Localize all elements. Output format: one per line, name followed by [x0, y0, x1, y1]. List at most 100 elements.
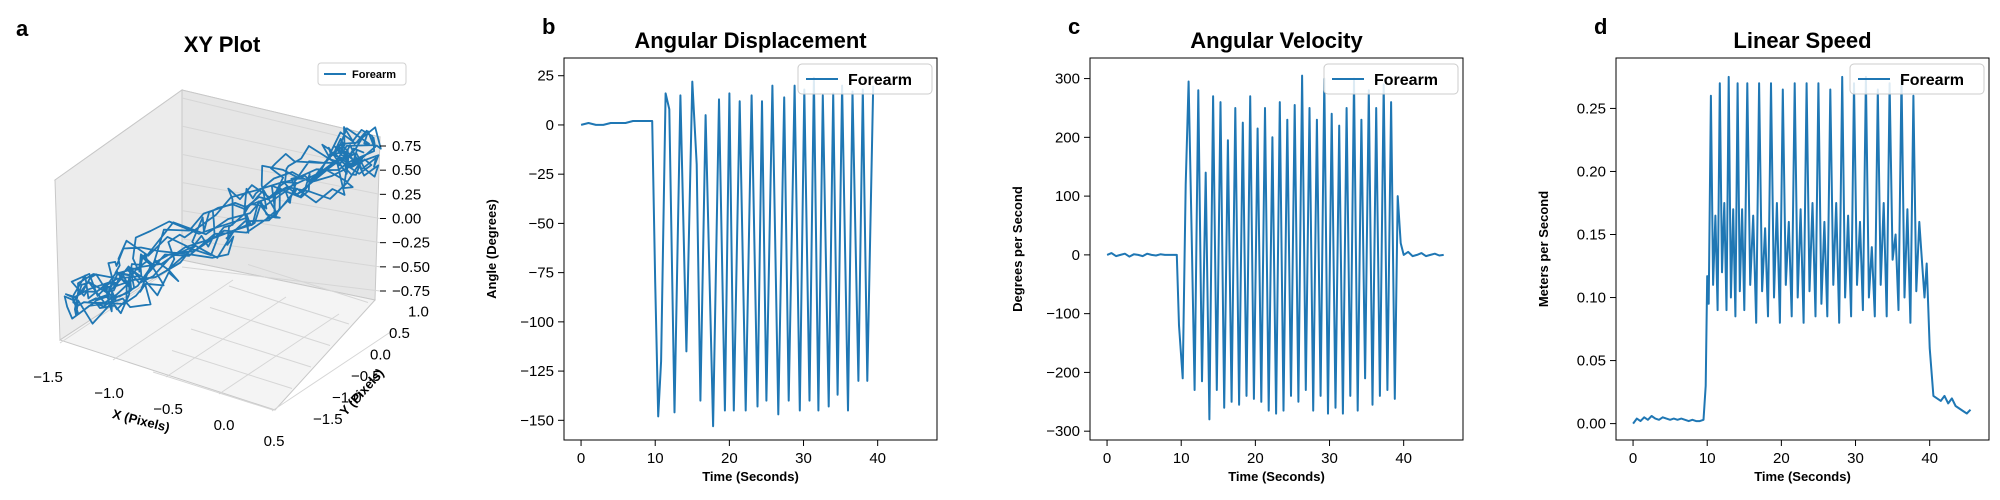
- x-tick-label: 0: [577, 450, 585, 467]
- y-tick-label: 0.10: [1577, 290, 1606, 307]
- legend-label-a: Forearm: [352, 69, 396, 81]
- y-tick-label: −75: [529, 265, 554, 282]
- z-tick-label: 0.00: [392, 211, 421, 228]
- x-tick-label: 0: [1629, 450, 1637, 467]
- plot-frame-c: [1089, 57, 1464, 441]
- y-tick-label: 0.20: [1577, 163, 1606, 180]
- x-tick-label: 10: [1699, 450, 1716, 467]
- xy-plot-3d-panel: XY Plot 0.75 0.50 0.25 0.00 −0.25 −0.50 −0.75 −…: [33, 32, 430, 450]
- y-tick-label: −125: [520, 363, 554, 380]
- x-tick-label: 0: [1103, 450, 1111, 467]
- y-tick-label: 0.00: [1577, 416, 1606, 433]
- z-tick-label: 0.25: [392, 186, 421, 203]
- y-tick-label-3d: 0.0: [370, 347, 391, 364]
- grid-line-z: [181, 266, 381, 292]
- z-tick-label: −0.75: [392, 283, 430, 300]
- series-line-forearm-c: [1106, 74, 1444, 421]
- y-tick-label-3d: 1.0: [408, 304, 429, 321]
- angular-velocity-panel: Angular Velocity 0 10 20 30 40 300 200 100 0 −100 −…: [1010, 28, 1464, 484]
- panel-letter-a: a: [16, 16, 29, 41]
- x-tick-label: 20: [721, 450, 738, 467]
- y-tick-label: 25: [537, 68, 554, 85]
- y-tick-label-3d: −1.0: [332, 390, 362, 407]
- x-tick-label: 40: [1395, 450, 1412, 467]
- plot-frame-b: [563, 57, 938, 441]
- grid-line-z: [181, 182, 381, 219]
- y-tick-label: −150: [520, 412, 554, 429]
- legend-label-c: Forearm: [1374, 72, 1438, 89]
- legend-box-c: [1323, 63, 1459, 95]
- legend-label-b: Forearm: [848, 72, 912, 89]
- x-tick-label: 30: [1321, 450, 1338, 467]
- chart-title-d: Linear Speed: [1733, 28, 1871, 53]
- x-tick-label: 40: [1921, 450, 1938, 467]
- y-tick-label: 0: [546, 117, 554, 134]
- legend-label-d: Forearm: [1900, 72, 1964, 89]
- grid-line-x: [165, 296, 287, 378]
- x-axis-label-b: Time (Seconds): [702, 469, 799, 484]
- x-tick-label: 20: [1773, 450, 1790, 467]
- y-tick-label-3d: −0.5: [351, 368, 381, 385]
- series-line-forearm-d: [1632, 75, 1972, 425]
- z-tick-label: 0.50: [392, 162, 421, 179]
- x-tick-label: 10: [647, 450, 664, 467]
- y-tick-label: 0.15: [1577, 227, 1606, 244]
- chart-title-c: Angular Velocity: [1190, 28, 1363, 53]
- legend-box-a: [317, 62, 407, 86]
- legend-box-b: [797, 63, 933, 95]
- z-tick-label: −0.50: [392, 259, 430, 276]
- y-tick-label: 0.25: [1577, 100, 1606, 117]
- series-line-forearm-b: [580, 76, 875, 428]
- grid-line-y: [171, 350, 293, 389]
- grid-line-x: [218, 313, 340, 395]
- z-tick-label: −0.25: [392, 235, 430, 252]
- y-tick-label: 0.05: [1577, 353, 1606, 370]
- ticks-3d: 0.75 0.50 0.25 0.00 −0.25 −0.50 −0.75 −1.5 −1.0 −…: [33, 138, 430, 450]
- x-tick-label-3d: −0.5: [153, 401, 183, 418]
- x-tick-label-3d: −1.5: [33, 369, 63, 386]
- x-tick-label: 40: [869, 450, 886, 467]
- grid-line-y: [152, 371, 274, 411]
- trajectory-3d: [63, 126, 382, 325]
- x-tick-label: 30: [1847, 450, 1864, 467]
- grid-line-y: [190, 328, 312, 368]
- grid-line-y: [247, 264, 369, 303]
- y-tick-label: 200: [1055, 129, 1080, 146]
- angular-displacement-panel: Angular Displacement 0 10 20 30 40 25 0 −25 −50 −7…: [484, 28, 938, 484]
- grid-line-y: [209, 307, 331, 346]
- x-tick-label: 20: [1247, 450, 1264, 467]
- y-axis-label-b: Angle (Degrees): [484, 199, 499, 299]
- panel-letter-c: c: [1068, 14, 1080, 39]
- y-tick-label-3d: 0.5: [389, 325, 410, 342]
- chart-title-b: Angular Displacement: [634, 28, 867, 53]
- chart-title-a: XY Plot: [184, 32, 261, 57]
- z-tick-label: 0.75: [392, 138, 421, 155]
- x-tick-label: 30: [795, 450, 812, 467]
- x-tick-label-3d: 0.5: [264, 433, 285, 450]
- y-tick-label-3d: −1.5: [313, 411, 343, 428]
- legend-box-d: [1849, 63, 1985, 95]
- y-axis-label-d: Meters per Second: [1536, 191, 1551, 307]
- y-tick-label: 100: [1055, 188, 1080, 205]
- x-tick-label-3d: 0.0: [214, 417, 235, 434]
- panel-letter-b: b: [542, 14, 555, 39]
- y-tick-label: −100: [1046, 306, 1080, 323]
- x-tick-label: 10: [1173, 450, 1190, 467]
- panel-letter-d: d: [1594, 14, 1607, 39]
- y-tick-label: −100: [520, 314, 554, 331]
- y-tick-label: −300: [1046, 423, 1080, 440]
- x-axis-label-d: Time (Seconds): [1754, 469, 1851, 484]
- y-tick-label: −25: [529, 166, 554, 183]
- grid-line-x: [271, 330, 393, 412]
- grid-line-y: [228, 285, 350, 325]
- grid-line-x: [112, 279, 234, 361]
- linear-speed-panel: Linear Speed 0 10 20 30 40 0.25 0.20 0.15 0.10 0.0…: [1536, 28, 1990, 484]
- x-axis-label-c: Time (Seconds): [1228, 469, 1325, 484]
- y-tick-label: −50: [529, 215, 554, 232]
- y-tick-label: 0: [1072, 247, 1080, 264]
- y-tick-label: 300: [1055, 71, 1080, 88]
- series-line-forearm-a: [63, 126, 382, 325]
- y-axis-label-c: Degrees per Second: [1010, 186, 1025, 312]
- x-tick-label-3d: −1.0: [94, 385, 124, 402]
